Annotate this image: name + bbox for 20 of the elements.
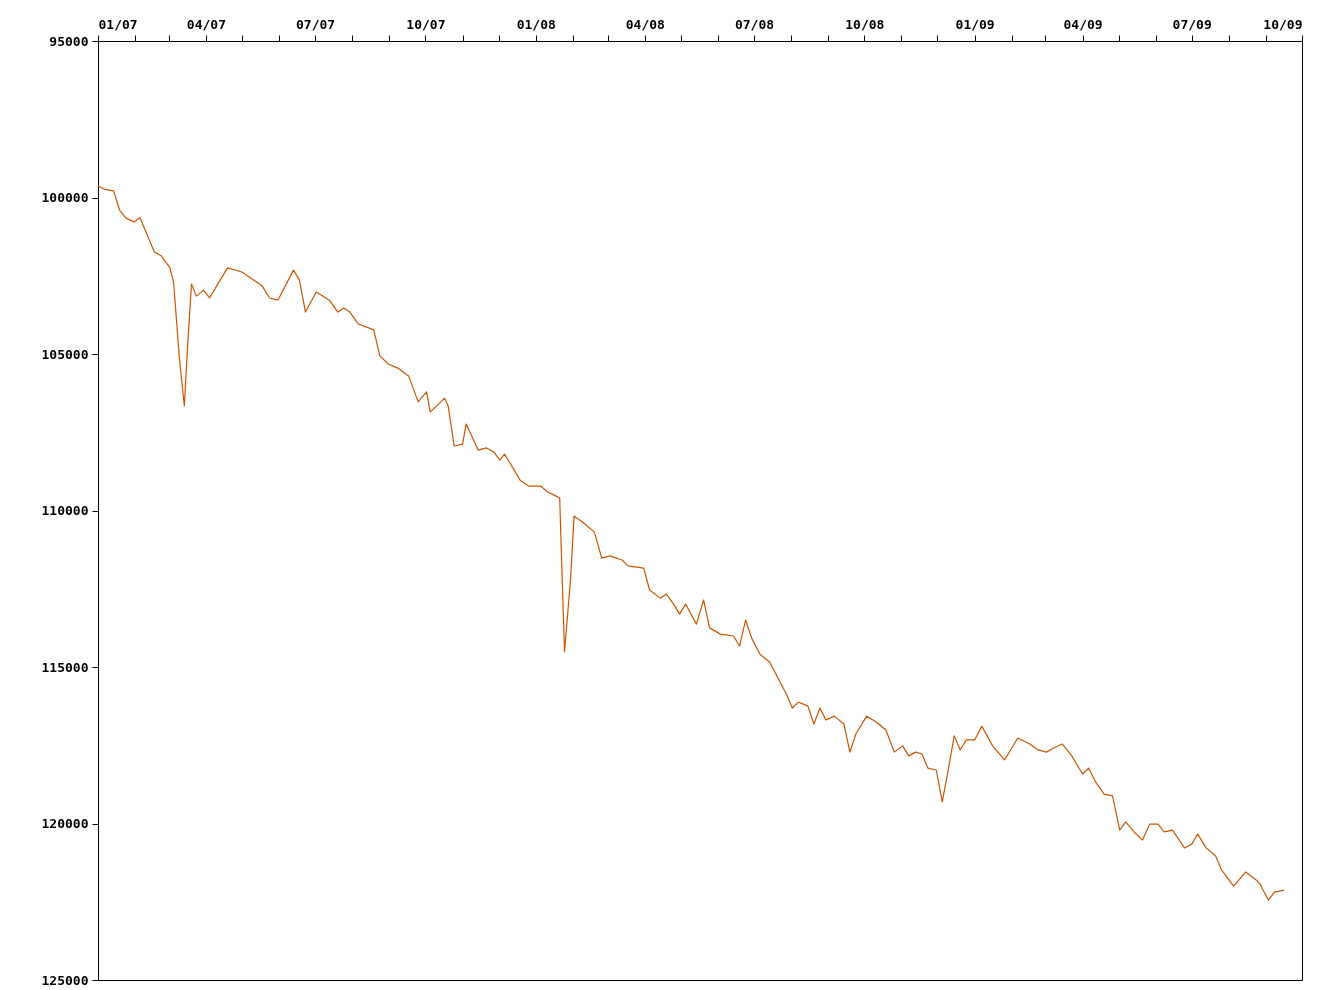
x-tick-label: 01/09 (955, 16, 995, 32)
x-tick-label: 07/07 (295, 16, 336, 32)
x-tick-label: 07/09 (1172, 16, 1212, 32)
x-tick-label: 07/08 (734, 16, 775, 32)
y-tick-label: 105000 (41, 346, 89, 362)
x-tick-label: 10/09 (1263, 16, 1303, 32)
x-tick-label: 10/08 (845, 16, 885, 32)
y-tick-label: 115000 (41, 659, 89, 675)
x-tick-label: 01/07 (98, 16, 138, 32)
x-tick-label: 01/08 (516, 16, 556, 32)
y-tick-label: 125000 (41, 972, 89, 988)
x-tick-label: 04/08 (625, 16, 666, 32)
y-tick-label: 120000 (41, 816, 89, 831)
x-tick-label: 04/07 (186, 16, 226, 32)
y-tick-label: 95000 (49, 33, 89, 49)
y-tick-label: 110000 (41, 503, 89, 518)
x-tick-label: 10/07 (406, 16, 446, 32)
y-tick-label: 100000 (41, 190, 89, 205)
x-tick-label: 04/09 (1063, 16, 1103, 32)
line-series (97, 185, 1285, 901)
